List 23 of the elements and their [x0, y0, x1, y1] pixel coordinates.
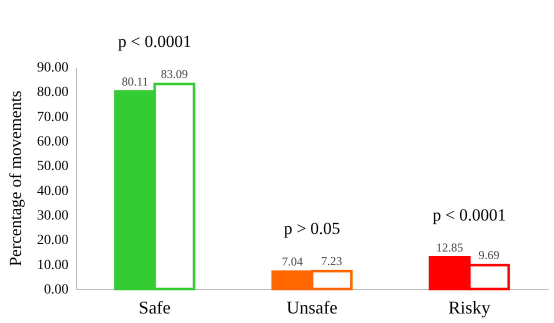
- data-label: 7.23: [321, 254, 342, 268]
- x-tick-label: Safe: [138, 298, 171, 318]
- annotation: p < 0.0001: [432, 205, 506, 224]
- annotation: p > 0.05: [284, 219, 340, 238]
- y-tick-label: 40.00: [37, 184, 68, 199]
- y-tick-label: 50.00: [37, 159, 68, 174]
- data-label: 12.85: [436, 240, 464, 254]
- y-tick-label: 60.00: [37, 134, 68, 150]
- y-tick-label: 30.00: [37, 208, 68, 224]
- y-tick-label: 0.00: [44, 282, 68, 298]
- y-tick-label: 10.00: [37, 258, 68, 273]
- x-tick-label: Risky: [448, 298, 490, 318]
- y-tick-label: 90.00: [37, 60, 68, 76]
- y-tick-label: 20.00: [37, 233, 68, 248]
- data-label: 7.04: [282, 254, 303, 269]
- text: p < 0.0001: [118, 32, 192, 52]
- y-tick-label: 70.00: [37, 110, 68, 125]
- data-label: 9.69: [478, 248, 500, 262]
- data-label: 83.09: [160, 67, 188, 82]
- y-tick-label: 80.00: [37, 85, 68, 100]
- x-tick-label: Unsafe: [286, 298, 338, 318]
- y-axis-title: Percentage of movements: [6, 90, 25, 266]
- data-label: 80.11: [122, 74, 148, 88]
